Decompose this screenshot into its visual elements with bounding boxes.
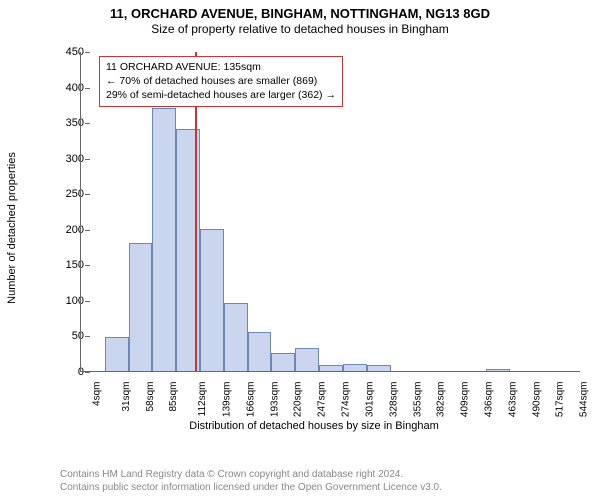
x-tick: 139sqm xyxy=(222,382,233,418)
x-tick: 31sqm xyxy=(121,382,132,412)
bar xyxy=(367,365,391,371)
x-tick: 490sqm xyxy=(531,382,542,418)
x-tick: 274sqm xyxy=(341,382,352,418)
bar xyxy=(271,353,295,371)
x-tick: 463sqm xyxy=(507,382,518,418)
x-tick: 166sqm xyxy=(245,382,256,418)
x-tick: 85sqm xyxy=(168,382,179,412)
x-tick: 544sqm xyxy=(579,382,590,418)
y-tick: 250 xyxy=(48,188,84,200)
annotation-line: ← 70% of detached houses are smaller (86… xyxy=(106,74,336,88)
x-tick: 409sqm xyxy=(460,382,471,418)
y-tick: 350 xyxy=(48,117,84,129)
bar xyxy=(129,243,153,371)
x-tick: 4sqm xyxy=(91,382,102,406)
chart-title: 11, ORCHARD AVENUE, BINGHAM, NOTTINGHAM,… xyxy=(0,0,600,21)
y-tick: 300 xyxy=(48,153,84,165)
credits-line-1: Contains HM Land Registry data © Crown c… xyxy=(60,469,442,482)
bar xyxy=(319,365,343,371)
credits: Contains HM Land Registry data © Crown c… xyxy=(60,469,442,494)
bar xyxy=(200,229,224,371)
x-tick: 301sqm xyxy=(364,382,375,418)
x-tick: 193sqm xyxy=(269,382,280,418)
y-tick: 100 xyxy=(48,295,84,307)
credits-line-2: Contains public sector information licen… xyxy=(60,482,442,495)
annotation-line: 11 ORCHARD AVENUE: 135sqm xyxy=(106,60,336,74)
bar xyxy=(224,303,248,371)
y-tick: 450 xyxy=(48,46,84,58)
x-tick: 247sqm xyxy=(317,382,328,418)
bar xyxy=(105,337,129,371)
x-tick: 328sqm xyxy=(388,382,399,418)
x-tick: 382sqm xyxy=(436,382,447,418)
y-axis-label: Number of detached properties xyxy=(6,152,18,304)
bar xyxy=(486,369,510,371)
y-tick: 400 xyxy=(48,82,84,94)
annotation-line: 29% of semi-detached houses are larger (… xyxy=(106,88,336,102)
x-tick: 355sqm xyxy=(412,382,423,418)
bar xyxy=(295,348,319,371)
plot-area: 11 ORCHARD AVENUE: 135sqm← 70% of detach… xyxy=(80,52,580,372)
y-tick: 0 xyxy=(48,366,84,378)
x-tick: 436sqm xyxy=(484,382,495,418)
x-tick: 112sqm xyxy=(197,382,208,417)
y-tick: 200 xyxy=(48,224,84,236)
bar xyxy=(343,364,367,371)
chart-container: Number of detached properties 0501001502… xyxy=(40,44,588,412)
x-tick: 220sqm xyxy=(293,382,304,418)
y-tick: 150 xyxy=(48,259,84,271)
bar xyxy=(248,332,272,371)
x-tick: 517sqm xyxy=(555,382,566,418)
y-tick: 50 xyxy=(48,330,84,342)
annotation-box: 11 ORCHARD AVENUE: 135sqm← 70% of detach… xyxy=(99,56,343,107)
bar xyxy=(152,108,176,371)
chart-subtitle: Size of property relative to detached ho… xyxy=(0,21,600,36)
x-axis-label: Distribution of detached houses by size … xyxy=(40,420,588,432)
x-tick: 58sqm xyxy=(145,382,156,412)
